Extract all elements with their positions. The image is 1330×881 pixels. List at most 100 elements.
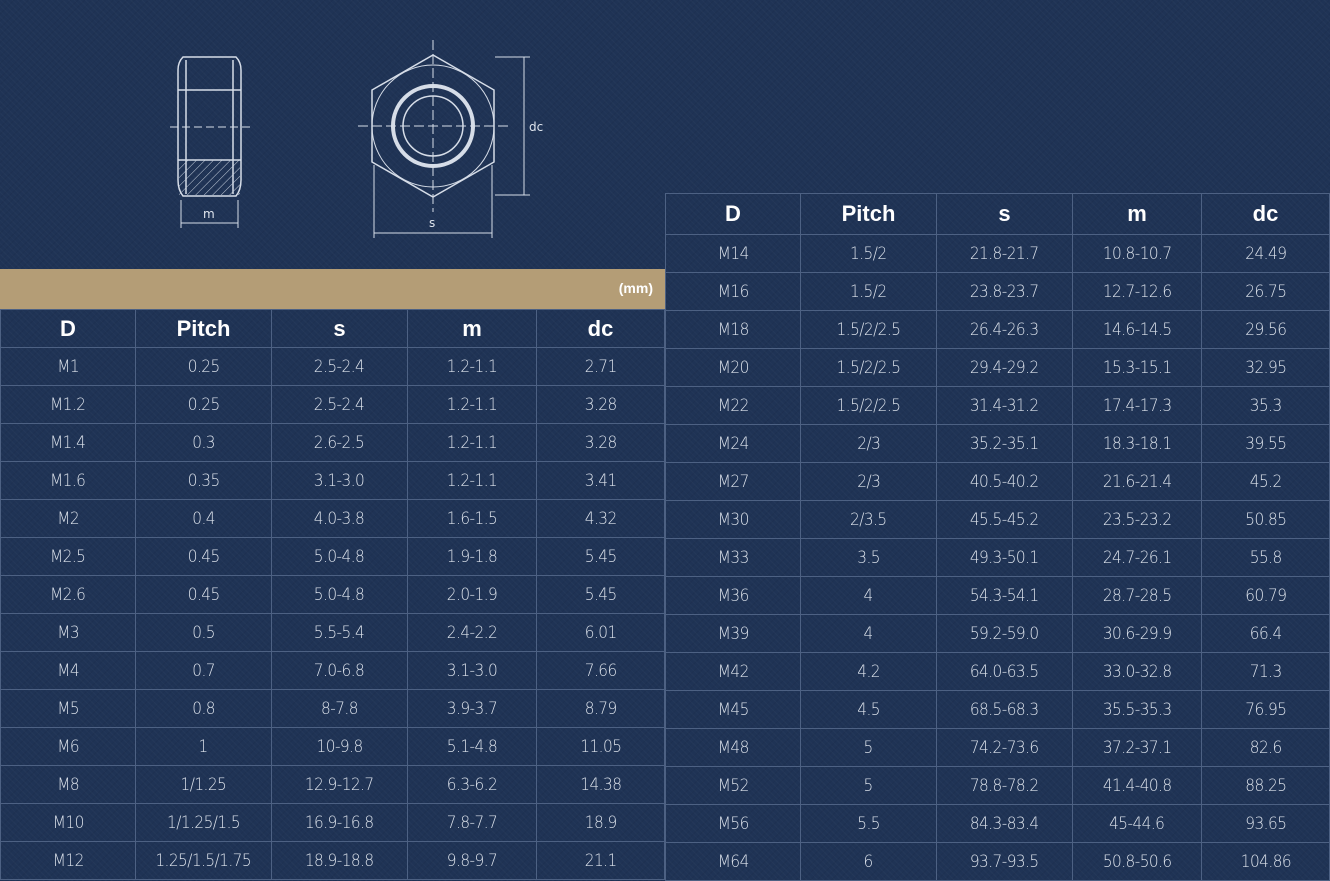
table-row: M8 1/1.25 12.9-12.7 6.3-6.2 14.38 xyxy=(0,765,665,804)
table-cell: 4 xyxy=(800,614,937,653)
table-cell: 18.9-18.8 xyxy=(271,841,408,880)
table-cell: 10.8-10.7 xyxy=(1072,234,1202,273)
table-cell: 60.79 xyxy=(1201,576,1330,615)
table-cell: 21.8-21.7 xyxy=(936,234,1073,273)
table-cell: 8.79 xyxy=(536,689,665,728)
table-cell: 2/3.5 xyxy=(800,500,937,539)
table-cell: 88.25 xyxy=(1201,766,1330,805)
table-cell: 35.5-35.3 xyxy=(1072,690,1202,729)
table-row: M5 0.8 8-7.8 3.9-3.7 8.79 xyxy=(0,689,665,728)
table-row: M27 2/3 40.5-40.2 21.6-21.4 45.2 xyxy=(665,462,1330,501)
table-cell: 8-7.8 xyxy=(271,689,408,728)
table-cell: 78.8-78.2 xyxy=(936,766,1073,805)
col-header-dc: dc xyxy=(1201,193,1330,235)
table-cell: 40.5-40.2 xyxy=(936,462,1073,501)
table-cell: M64 xyxy=(665,842,801,881)
table-cell: 18.3-18.1 xyxy=(1072,424,1202,463)
table-cell: 2/3 xyxy=(800,462,937,501)
table-cell: 5 xyxy=(800,728,937,767)
table-cell: 1 xyxy=(135,727,272,766)
table-cell: 1.5/2 xyxy=(800,272,937,311)
table-cell: 45.5-45.2 xyxy=(936,500,1073,539)
table-cell: 5.5-5.4 xyxy=(271,613,408,652)
table-cell: 4.0-3.8 xyxy=(271,499,408,538)
table-cell: 1.6-1.5 xyxy=(407,499,537,538)
table-cell: 17.4-17.3 xyxy=(1072,386,1202,425)
table-cell: 30.6-29.9 xyxy=(1072,614,1202,653)
table-cell: 39.55 xyxy=(1201,424,1330,463)
table-cell: 0.25 xyxy=(135,347,272,386)
table-cell: M27 xyxy=(665,462,801,501)
table-cell: 35.2-35.1 xyxy=(936,424,1073,463)
table-cell: 1.2-1.1 xyxy=(407,385,537,424)
table-row: M36 4 54.3-54.1 28.7-28.5 60.79 xyxy=(665,576,1330,615)
table-cell: 2.0-1.9 xyxy=(407,575,537,614)
table-cell: 74.2-73.6 xyxy=(936,728,1073,767)
table-cell: M8 xyxy=(0,765,136,804)
table-cell: M2.5 xyxy=(0,537,136,576)
table-row: M16 1.5/2 23.8-23.7 12.7-12.6 26.75 xyxy=(665,272,1330,311)
label-s: s xyxy=(429,216,435,230)
table-cell: 35.3 xyxy=(1201,386,1330,425)
table-cell: 9.8-9.7 xyxy=(407,841,537,880)
table-cell: 4.32 xyxy=(536,499,665,538)
table-cell: 7.66 xyxy=(536,651,665,690)
label-dc: dc xyxy=(529,120,543,134)
table-cell: 68.5-68.3 xyxy=(936,690,1073,729)
table-cell: 21.1 xyxy=(536,841,665,880)
table-cell: 3.41 xyxy=(536,461,665,500)
col-header-pitch: Pitch xyxy=(135,309,272,348)
table-cell: 1.25/1.5/1.75 xyxy=(135,841,272,880)
table-cell: 49.3-50.1 xyxy=(936,538,1073,577)
table-cell: 5 xyxy=(800,766,937,805)
table-header-row: D Pitch s m dc xyxy=(0,309,665,348)
table-cell: 23.8-23.7 xyxy=(936,272,1073,311)
table-cell: 59.2-59.0 xyxy=(936,614,1073,653)
table-cell: M22 xyxy=(665,386,801,425)
col-header-s: s xyxy=(271,309,408,348)
table-cell: 84.3-83.4 xyxy=(936,804,1073,843)
col-header-m: m xyxy=(1072,193,1202,235)
table-cell: 2/3 xyxy=(800,424,937,463)
table-header-row: D Pitch s m dc xyxy=(665,193,1330,235)
table-cell: 3.5 xyxy=(800,538,937,577)
table-cell: M39 xyxy=(665,614,801,653)
table-cell: M52 xyxy=(665,766,801,805)
table-row: M10 1/1.25/1.5 16.9-16.8 7.8-7.7 18.9 xyxy=(0,803,665,842)
table-row: M22 1.5/2/2.5 31.4-31.2 17.4-17.3 35.3 xyxy=(665,386,1330,425)
table-row: M39 4 59.2-59.0 30.6-29.9 66.4 xyxy=(665,614,1330,653)
table-cell: 1.5/2/2.5 xyxy=(800,348,937,387)
label-m: m xyxy=(203,207,215,221)
table-cell: M42 xyxy=(665,652,801,691)
unit-band: (mm) xyxy=(0,269,665,309)
table-row: M4 0.7 7.0-6.8 3.1-3.0 7.66 xyxy=(0,651,665,690)
spec-table-right: D Pitch s m dc M14 1.5/2 21.8-21.7 10.8-10.… xyxy=(665,193,1330,881)
table-cell: M30 xyxy=(665,500,801,539)
col-header-dc: dc xyxy=(536,309,665,348)
table-cell: 4.2 xyxy=(800,652,937,691)
table-cell: 32.95 xyxy=(1201,348,1330,387)
table-cell: M10 xyxy=(0,803,136,842)
table-cell: 23.5-23.2 xyxy=(1072,500,1202,539)
table-cell: 64.0-63.5 xyxy=(936,652,1073,691)
table-cell: 31.4-31.2 xyxy=(936,386,1073,425)
table-cell: 0.4 xyxy=(135,499,272,538)
table-cell: M3 xyxy=(0,613,136,652)
table-row: M20 1.5/2/2.5 29.4-29.2 15.3-15.1 32.95 xyxy=(665,348,1330,387)
table-cell: 10-9.8 xyxy=(271,727,408,766)
table-cell: 16.9-16.8 xyxy=(271,803,408,842)
side-view xyxy=(170,56,250,228)
table-cell: 4 xyxy=(800,576,937,615)
table-cell: 5.5 xyxy=(800,804,937,843)
table-cell: M4 xyxy=(0,651,136,690)
table-cell: 50.8-50.6 xyxy=(1072,842,1202,881)
table-cell: 26.75 xyxy=(1201,272,1330,311)
table-cell: 0.7 xyxy=(135,651,272,690)
table-cell: 0.3 xyxy=(135,423,272,462)
table-cell: 24.7-26.1 xyxy=(1072,538,1202,577)
table-cell: 11.05 xyxy=(536,727,665,766)
table-cell: 3.1-3.0 xyxy=(271,461,408,500)
table-cell: 18.9 xyxy=(536,803,665,842)
table-row: M1.6 0.35 3.1-3.0 1.2-1.1 3.41 xyxy=(0,461,665,500)
table-cell: 1.2-1.1 xyxy=(407,461,537,500)
